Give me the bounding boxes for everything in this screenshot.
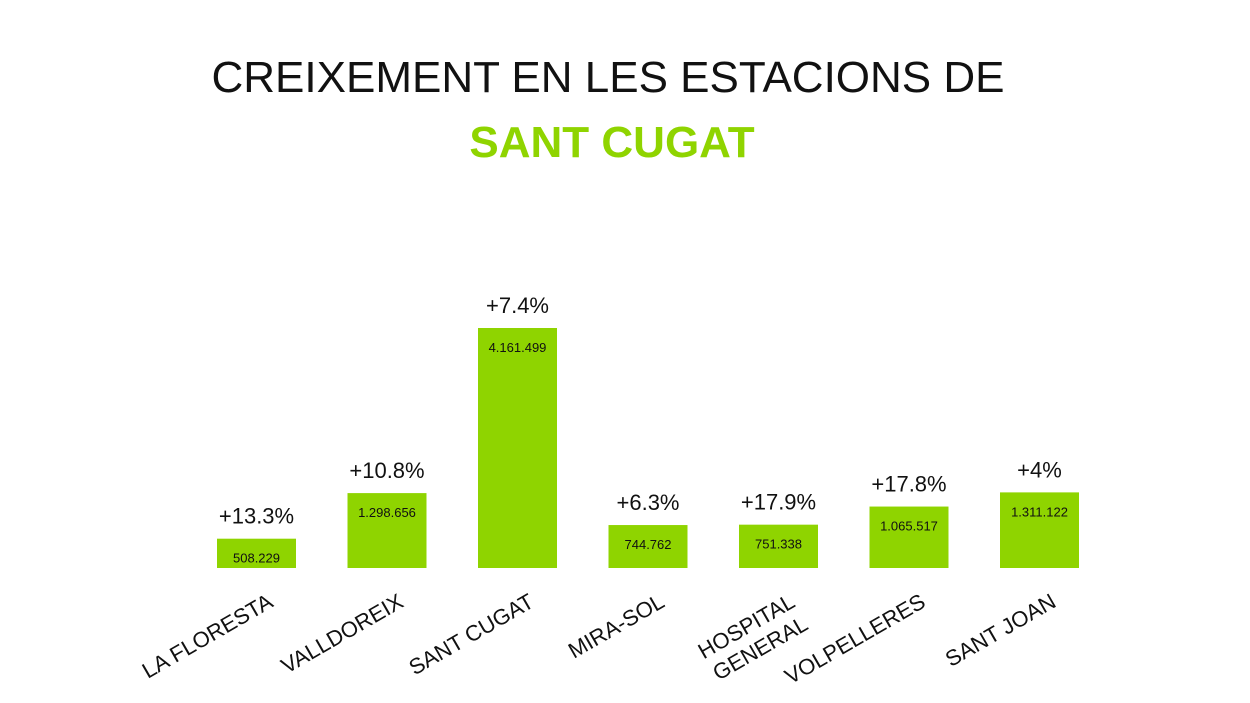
bar-0 — [217, 538, 296, 568]
growth-label: +7.4% — [486, 293, 549, 318]
category-label: MIRA-SOL — [564, 589, 669, 664]
bar-6 — [1000, 492, 1079, 568]
chart-subtitle: SANT CUGAT — [469, 118, 754, 167]
category-label-line: SANT CUGAT — [404, 589, 538, 681]
category-label-line: LA FLORESTA — [138, 588, 277, 683]
bar-value-label: 1.065.517 — [880, 519, 938, 534]
bar-2 — [478, 328, 557, 568]
bar-5 — [869, 506, 949, 568]
bar-3 — [608, 525, 688, 568]
category-label-line: VALLDOREIX — [277, 588, 408, 678]
category-label: VOLPELLERES — [780, 589, 929, 690]
category-label: SANT JOAN — [941, 589, 1060, 672]
category-label: LA FLORESTA — [138, 588, 277, 683]
growth-label: +13.3% — [219, 504, 294, 529]
growth-label: +6.3% — [617, 490, 680, 515]
growth-label: +4% — [1017, 457, 1062, 482]
chart-title: CREIXEMENT EN LES ESTACIONS DE — [212, 53, 1005, 102]
bar-4 — [739, 524, 818, 568]
growth-label: +10.8% — [349, 458, 424, 483]
bar-value-label: 4.161.499 — [489, 340, 547, 355]
bar-1 — [347, 493, 427, 568]
bar-value-label: 508.229 — [233, 551, 280, 566]
category-label: VALLDOREIX — [277, 588, 408, 678]
bar-value-label: 1.298.656 — [358, 505, 416, 520]
category-label-line: MIRA-SOL — [564, 589, 669, 664]
bar-value-label: 744.762 — [625, 537, 672, 552]
bar-value-label: 751.338 — [755, 537, 802, 552]
category-label-line: SANT JOAN — [941, 589, 1060, 672]
category-label-line: VOLPELLERES — [780, 589, 929, 690]
growth-label: +17.8% — [871, 472, 946, 497]
category-label: SANT CUGAT — [404, 589, 538, 681]
bars-group: 508.229 +13.3% LA FLORESTA 1.298.656 +10.8% V… — [138, 293, 1079, 689]
bar-value-label: 1.311.122 — [1011, 504, 1068, 519]
growth-label: +17.9% — [741, 490, 816, 515]
